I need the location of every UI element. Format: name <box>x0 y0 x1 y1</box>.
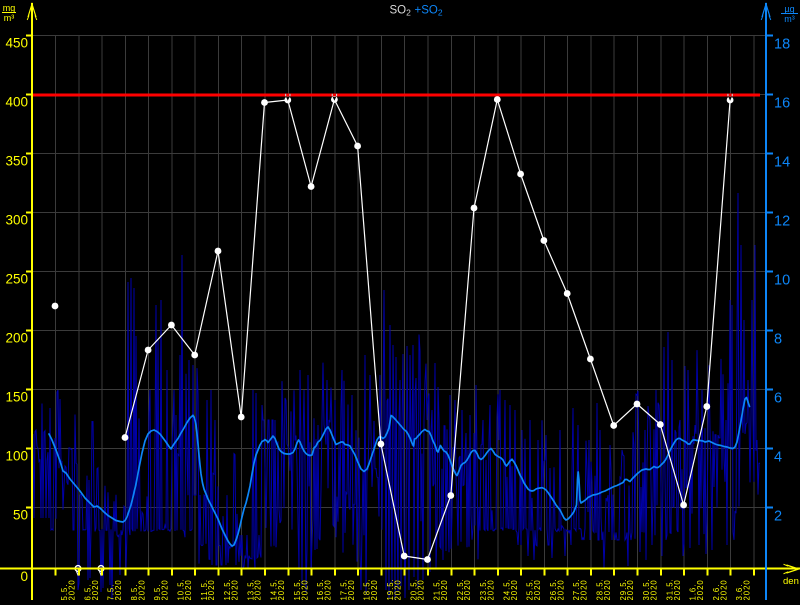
svg-text:19.5.: 19.5. <box>386 578 395 600</box>
svg-text:2020: 2020 <box>67 579 76 600</box>
svg-text:50: 50 <box>13 508 28 523</box>
svg-text:27.5.: 27.5. <box>572 578 581 600</box>
svg-text:2020: 2020 <box>463 579 472 600</box>
svg-text:+SO2: +SO2 <box>415 5 443 18</box>
svg-text:2: 2 <box>774 509 782 525</box>
svg-text:2020: 2020 <box>184 579 193 600</box>
svg-text:µg: µg <box>784 4 794 14</box>
svg-text:2020: 2020 <box>533 579 542 600</box>
svg-text:2020: 2020 <box>324 579 333 600</box>
svg-text:2020: 2020 <box>510 579 519 600</box>
svg-text:2020: 2020 <box>556 579 565 600</box>
svg-text:200: 200 <box>5 331 28 346</box>
svg-text:2020: 2020 <box>114 579 123 600</box>
svg-text:23.5.: 23.5. <box>479 578 488 600</box>
svg-text:2020: 2020 <box>603 579 612 600</box>
svg-text:30.5.: 30.5. <box>642 578 651 600</box>
svg-text:12: 12 <box>774 214 790 230</box>
svg-text:2020: 2020 <box>91 579 100 600</box>
svg-text:7.5.: 7.5. <box>107 584 116 600</box>
svg-text:14: 14 <box>774 155 790 171</box>
svg-text:8: 8 <box>774 332 782 348</box>
svg-text:3.6.: 3.6. <box>735 584 744 600</box>
svg-text:400: 400 <box>5 95 28 110</box>
svg-text:2020: 2020 <box>743 579 752 600</box>
svg-text:13.5.: 13.5. <box>246 578 255 600</box>
svg-text:15.5.: 15.5. <box>293 578 302 600</box>
svg-text:11.5.: 11.5. <box>200 579 209 600</box>
svg-text:2020: 2020 <box>277 579 286 600</box>
svg-text:2020: 2020 <box>370 579 379 600</box>
svg-text:25.5.: 25.5. <box>526 578 535 600</box>
svg-text:18: 18 <box>774 37 790 53</box>
svg-text:17.5.: 17.5. <box>339 578 348 600</box>
svg-text:300: 300 <box>5 213 28 228</box>
svg-text:350: 350 <box>5 154 28 169</box>
svg-text:150: 150 <box>5 390 28 405</box>
svg-text:2020: 2020 <box>137 579 146 600</box>
svg-text:250: 250 <box>5 272 28 287</box>
svg-text:2020: 2020 <box>161 579 170 600</box>
svg-text:12.5.: 12.5. <box>223 578 232 600</box>
svg-text:6.5.: 6.5. <box>83 584 92 600</box>
svg-text:20.5.: 20.5. <box>409 578 418 600</box>
svg-text:2020: 2020 <box>649 579 658 600</box>
svg-text:2020: 2020 <box>719 579 728 600</box>
svg-text:1.6.: 1.6. <box>689 584 698 600</box>
svg-text:28.5.: 28.5. <box>596 578 605 600</box>
svg-text:16: 16 <box>774 96 790 112</box>
svg-text:21.5.: 21.5. <box>433 578 442 600</box>
svg-text:2020: 2020 <box>347 579 356 600</box>
svg-text:2020: 2020 <box>696 579 705 600</box>
svg-text:18.5.: 18.5. <box>363 578 372 600</box>
svg-text:2020: 2020 <box>673 579 682 600</box>
svg-text:den: den <box>783 576 799 587</box>
svg-text:m³: m³ <box>4 13 15 23</box>
svg-text:6: 6 <box>774 391 782 407</box>
svg-text:m³: m³ <box>784 14 795 24</box>
svg-text:2020: 2020 <box>626 579 635 600</box>
svg-text:SO2: SO2 <box>390 5 412 18</box>
svg-text:2020: 2020 <box>300 579 309 600</box>
svg-text:450: 450 <box>5 36 28 51</box>
svg-text:0: 0 <box>20 569 28 584</box>
svg-text:10: 10 <box>774 273 790 289</box>
svg-text:31.5.: 31.5. <box>665 578 674 600</box>
svg-text:2.6.: 2.6. <box>712 584 721 600</box>
svg-text:2020: 2020 <box>417 579 426 600</box>
svg-text:2020: 2020 <box>580 579 589 600</box>
svg-text:14.5.: 14.5. <box>270 578 279 600</box>
svg-text:8.5.: 8.5. <box>130 584 139 600</box>
svg-text:2020: 2020 <box>207 579 216 600</box>
svg-text:2020: 2020 <box>254 579 263 600</box>
svg-text:26.5.: 26.5. <box>549 578 558 600</box>
svg-text:mg: mg <box>3 3 16 13</box>
svg-text:2020: 2020 <box>440 579 449 600</box>
svg-text:9.5.: 9.5. <box>153 584 162 600</box>
svg-text:2020: 2020 <box>230 579 239 600</box>
svg-text:100: 100 <box>5 449 28 464</box>
svg-text:24.5.: 24.5. <box>502 578 511 600</box>
svg-text:2020: 2020 <box>487 579 496 600</box>
svg-text:22.5.: 22.5. <box>456 578 465 600</box>
svg-text:16.5.: 16.5. <box>316 578 325 600</box>
svg-text:5.5.: 5.5. <box>60 584 69 600</box>
svg-text:2020: 2020 <box>393 579 402 600</box>
svg-text:10.5.: 10.5. <box>176 578 185 600</box>
svg-text:29.5.: 29.5. <box>619 578 628 600</box>
svg-text:4: 4 <box>774 450 782 466</box>
